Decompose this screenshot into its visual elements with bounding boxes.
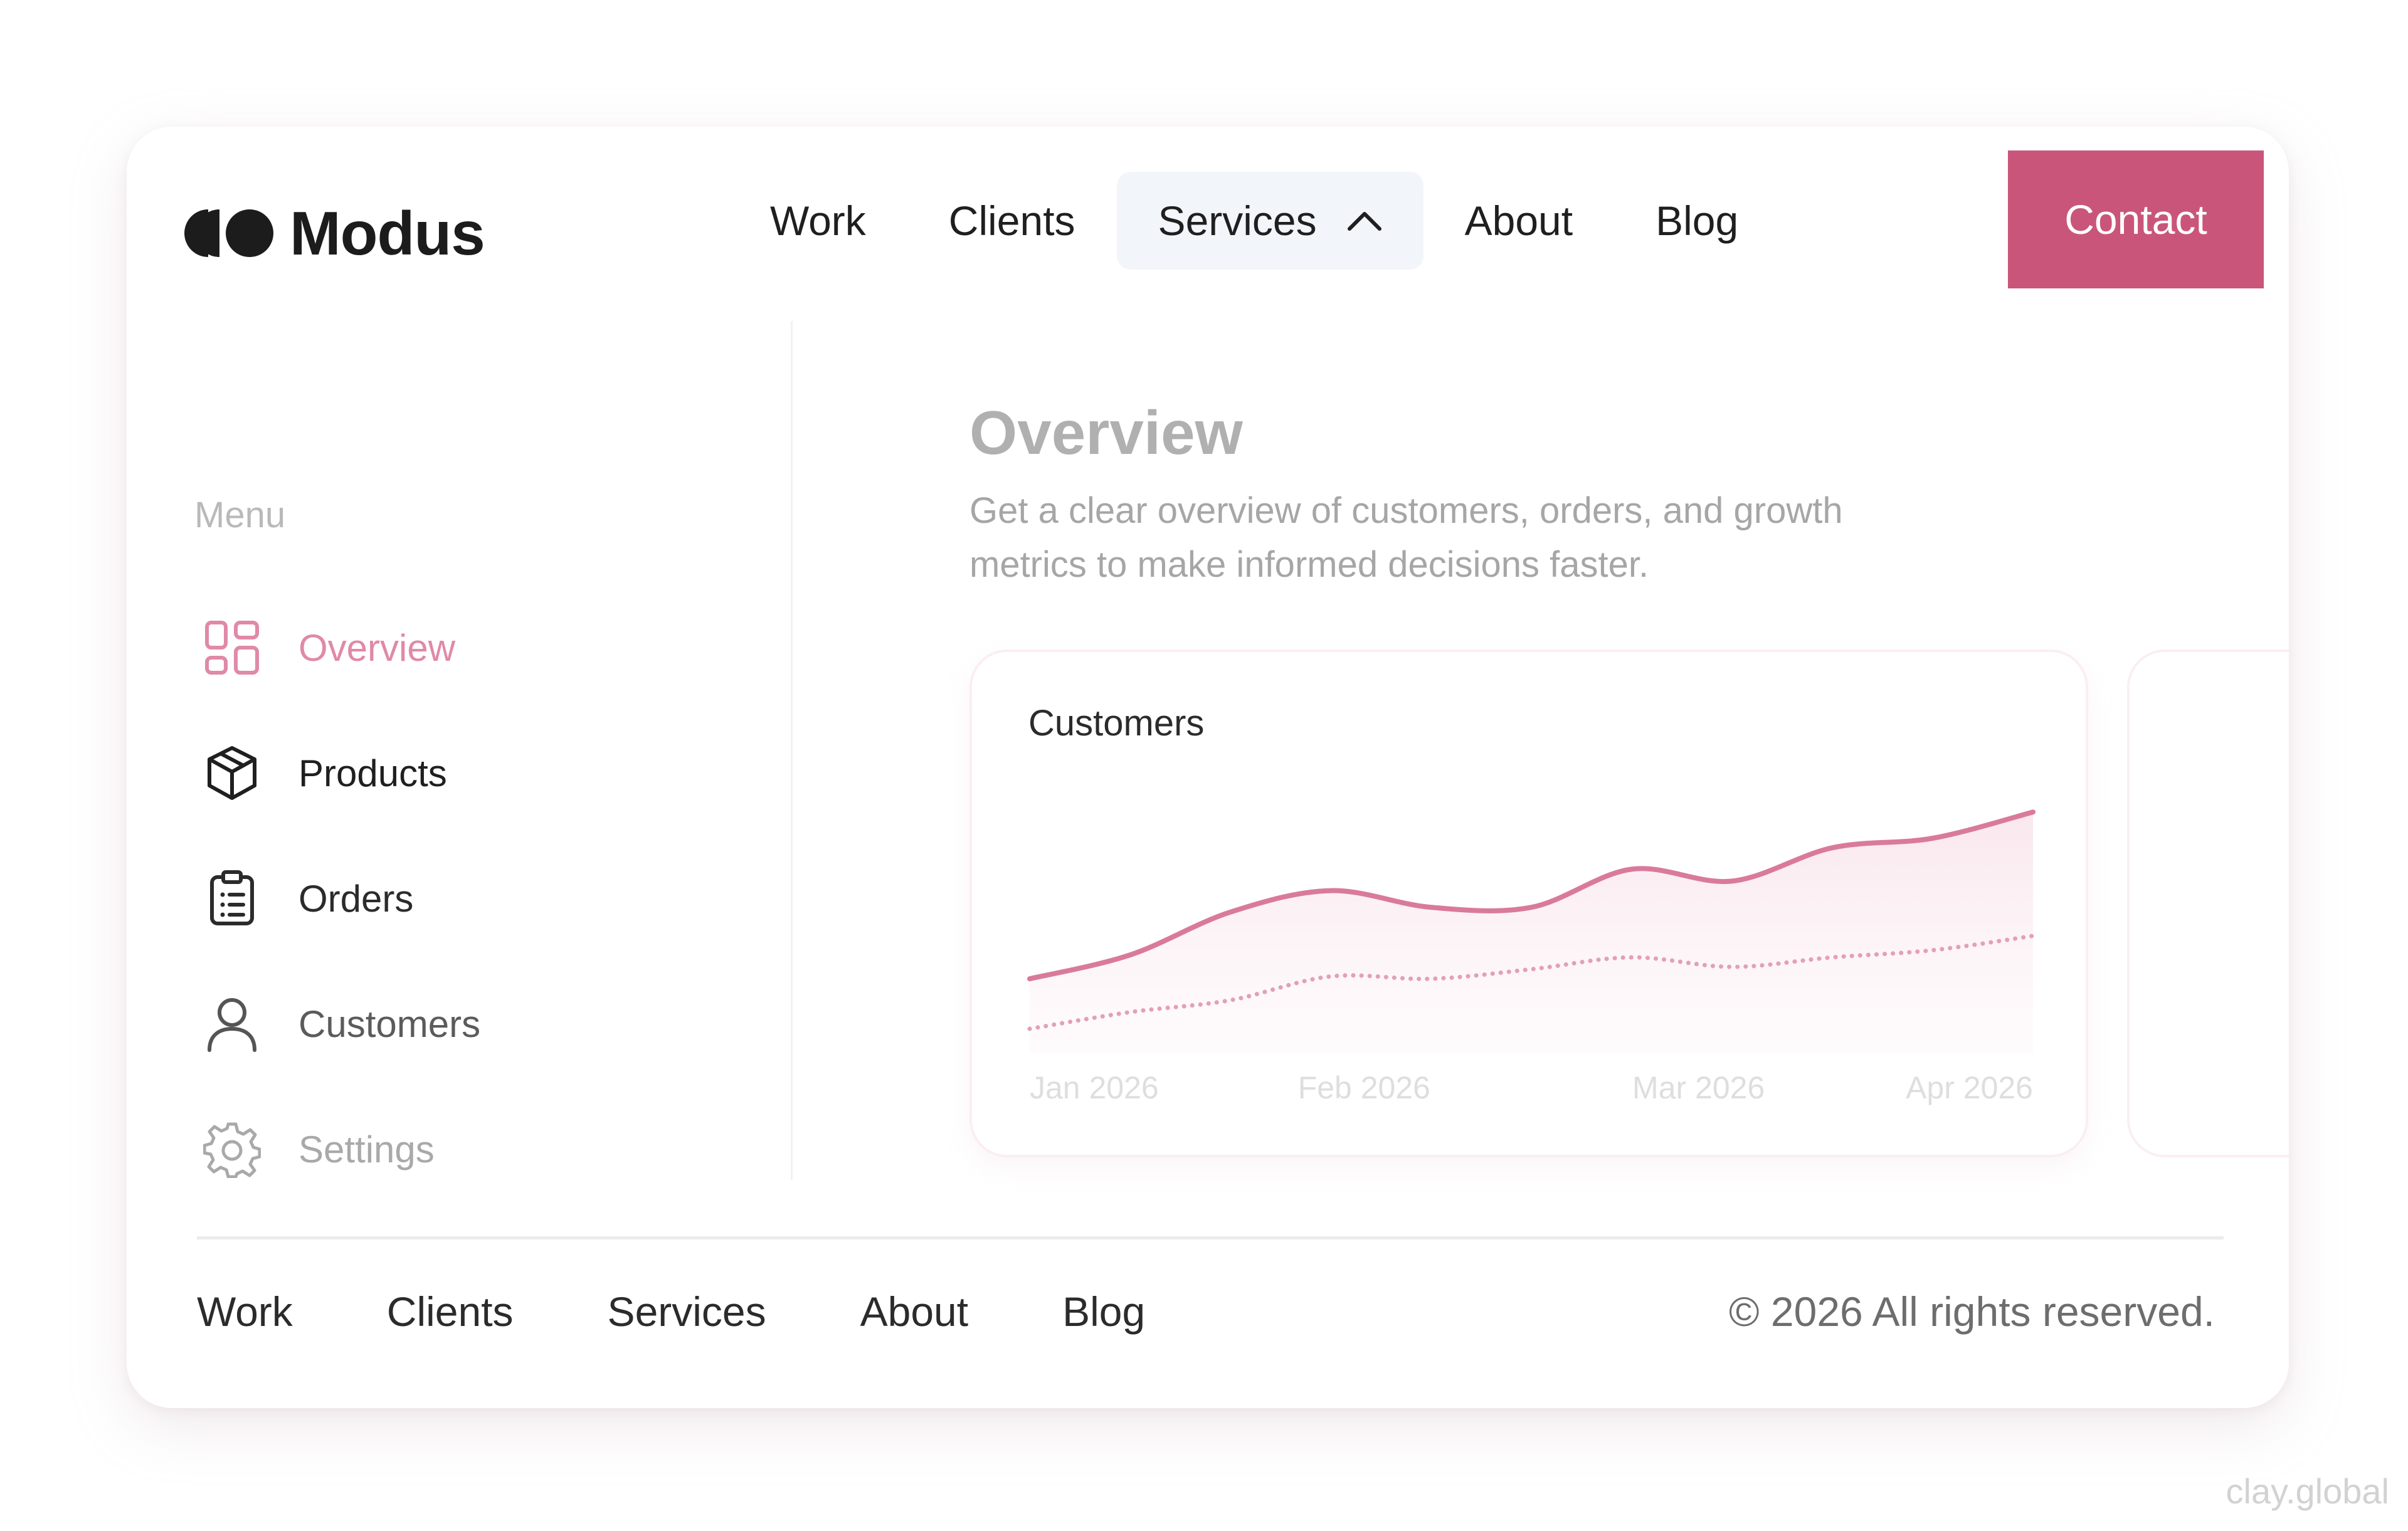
user-icon [208, 998, 256, 1052]
sidebar-item-label: Orders [298, 877, 414, 920]
nav-work-label: Work [770, 197, 866, 244]
nav-blog-label: Blog [1656, 197, 1739, 244]
customers-chart: Jan 2026 Feb 2026 Mar 2026 Apr 2026 [1027, 809, 2036, 1105]
footer-link-about[interactable]: About [860, 1288, 969, 1335]
footer-link-blog[interactable]: Blog [1062, 1288, 1146, 1335]
sidebar-item-label: Customers [298, 1002, 481, 1045]
nav-about[interactable]: About [1423, 172, 1614, 270]
sidebar-item-label: Products [298, 752, 447, 794]
gear-icon [203, 1122, 261, 1178]
series-line-secondary [1027, 934, 2036, 1031]
sidebar-item-products[interactable]: Products [203, 739, 447, 808]
nav-services-label: Services [1158, 197, 1317, 244]
sidebar: Menu [127, 321, 793, 1180]
logo[interactable]: Modus [184, 189, 485, 277]
sidebar-item-orders[interactable]: Orders [203, 864, 413, 933]
brand-name: Modus [290, 198, 485, 268]
watermark: clay.global [2226, 1471, 2389, 1511]
box-icon [208, 746, 256, 800]
contact-button[interactable]: Contact [2008, 150, 2264, 288]
copyright-text: © 2026 All rights reserved. [1728, 1288, 2215, 1335]
customers-area-fill [1030, 812, 2033, 1053]
sidebar-item-label: Overview [298, 626, 456, 669]
x-tick-label: Feb 2026 [1298, 1070, 1430, 1105]
chart-title: Customers [1028, 703, 1205, 744]
nav-clients-label: Clients [948, 197, 1075, 244]
nav-about-label: About [1464, 197, 1573, 244]
nav-work[interactable]: Work [729, 172, 907, 270]
secondary-chart-card[interactable] [2127, 650, 2289, 1157]
top-nav: Work Clients Services About Blog [729, 172, 1780, 270]
nav-services[interactable]: Services [1116, 172, 1423, 270]
sidebar-item-label: Settings [298, 1128, 435, 1171]
chevron-up-icon [1347, 212, 1381, 231]
footer-link-services[interactable]: Services [607, 1288, 766, 1335]
sidebar-item-overview[interactable]: Overview [203, 613, 455, 682]
x-tick-label: Apr 2026 [1906, 1070, 2033, 1105]
x-tick-label: Jan 2026 [1030, 1070, 1159, 1105]
sidebar-item-settings[interactable]: Settings [203, 1115, 435, 1184]
nav-blog[interactable]: Blog [1614, 172, 1780, 270]
page-description: Get a clear overview of customers, order… [969, 490, 1843, 585]
nav-clients[interactable]: Clients [907, 172, 1117, 270]
clipboard-icon [210, 870, 254, 925]
footer-nav: Work Clients Services About Blog [197, 1280, 1239, 1343]
logo-mark-icon [184, 209, 273, 257]
footer-divider [197, 1236, 2224, 1239]
footer-link-clients[interactable]: Clients [386, 1288, 514, 1335]
page-title: Overview [969, 398, 1243, 467]
menu-label: Menu [194, 495, 286, 535]
footer-link-work[interactable]: Work [197, 1288, 293, 1335]
series-line-primary [1027, 809, 2036, 982]
x-tick-label: Mar 2026 [1632, 1070, 1765, 1105]
customers-chart-card[interactable]: Customers Jan 2026 Feb 2026 Mar 2026 Apr 20… [969, 650, 2088, 1157]
grid-icon [205, 621, 259, 675]
app-card: Modus Work Clients Services About Blog C… [127, 127, 2289, 1408]
sidebar-item-customers[interactable]: Customers [203, 989, 480, 1058]
